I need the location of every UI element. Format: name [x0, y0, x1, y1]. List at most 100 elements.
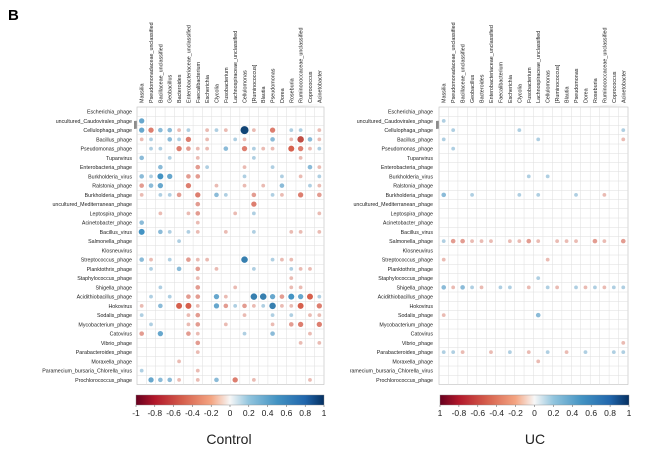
- correlation-dot: [195, 201, 201, 207]
- row-label: Leptospira_phage: [90, 211, 132, 217]
- colorbar-tick-label: 0.4: [566, 408, 578, 418]
- row-label: Catovirus: [110, 332, 133, 338]
- column-label: Fusobacterium: [527, 67, 533, 103]
- correlation-dot: [536, 239, 541, 244]
- colorbar: [439, 394, 630, 406]
- correlation-dot: [186, 211, 191, 216]
- correlation-dot: [574, 192, 578, 197]
- row-label: Sodalis_phage: [398, 313, 433, 319]
- correlation-dot: [298, 128, 303, 133]
- row-label: Tupanvirus: [106, 156, 132, 162]
- correlation-dot: [214, 183, 219, 188]
- correlation-dot: [233, 303, 238, 308]
- colorbar-tick-label: -0.8: [452, 408, 467, 418]
- column-label: Pseudomonas: [271, 68, 277, 103]
- row-label: Cellulophaga_phage: [384, 128, 433, 134]
- column-label: Clycolia: [214, 84, 220, 103]
- colorbar-tick-label: 0: [532, 408, 537, 418]
- correlation-dot: [307, 137, 313, 142]
- correlation-dot: [621, 350, 626, 355]
- correlation-dot: [535, 312, 541, 318]
- correlation-dot: [583, 350, 588, 355]
- correlation-dot: [233, 137, 238, 142]
- correlation-dot: [177, 137, 181, 142]
- correlation-dot: [214, 192, 219, 198]
- correlation-dot: [441, 239, 446, 244]
- column-label: Dorea: [280, 88, 286, 103]
- correlation-dot: [564, 350, 569, 355]
- column-label: Faecalibacterium: [498, 61, 504, 103]
- correlation-dot: [195, 211, 201, 216]
- row-label: uncultured_Mediterranean_phage: [353, 202, 433, 208]
- correlation-dot: [214, 377, 219, 383]
- correlation-dot: [139, 127, 145, 133]
- correlation-dot: [317, 313, 322, 318]
- correlation-dot: [233, 211, 238, 216]
- column-label: Escherichia: [508, 75, 514, 103]
- column-label: Bacillaceae_unclassified: [158, 44, 164, 103]
- heatmap-panel-control: Massilia Pseudomonadaceae_unclassified Bac…: [42, 22, 326, 447]
- correlation-dot: [307, 164, 313, 170]
- correlation-dot: [149, 322, 153, 327]
- correlation-dot: [297, 192, 304, 198]
- correlation-dot: [289, 137, 294, 142]
- correlation-dot: [195, 377, 200, 382]
- correlation-dot: [259, 293, 267, 300]
- correlation-dot: [297, 321, 304, 328]
- correlation-dot: [574, 285, 578, 290]
- correlation-dot: [592, 238, 598, 244]
- correlation-dot: [149, 174, 153, 179]
- correlation-dot: [289, 285, 294, 290]
- correlation-dot: [270, 257, 275, 262]
- row-label: Acidithiobacillus_phage: [378, 295, 433, 301]
- colorbar-tick-label: -0.2: [204, 408, 219, 418]
- column-label: Lachnospiraceae_unclassified: [536, 31, 542, 103]
- correlation-dot: [186, 294, 191, 299]
- column-label: Massilia: [140, 84, 146, 103]
- correlation-dot: [233, 285, 238, 290]
- correlation-dot: [195, 294, 201, 299]
- correlation-dot: [158, 285, 163, 290]
- column-label: Enterobacteriaceae_unclassified: [489, 25, 495, 103]
- correlation-dot: [308, 146, 312, 151]
- correlation-dot: [270, 322, 275, 327]
- correlation-dot: [441, 192, 447, 198]
- correlation-dot: [470, 239, 474, 244]
- correlation-dot: [139, 118, 145, 124]
- correlation-dot: [139, 155, 144, 161]
- correlation-dot: [149, 257, 153, 262]
- correlation-dot: [195, 322, 201, 327]
- correlation-dot: [241, 145, 248, 152]
- colorbar-tick-label: -0.2: [508, 408, 523, 418]
- correlation-dot: [316, 303, 322, 309]
- correlation-dot: [186, 128, 191, 133]
- correlation-dot: [269, 302, 276, 310]
- correlation-dot: [536, 137, 541, 142]
- correlation-dot: [289, 276, 294, 281]
- correlation-dot: [195, 368, 200, 373]
- correlation-dot: [517, 128, 522, 133]
- correlation-dot: [177, 377, 181, 382]
- correlation-dot: [289, 266, 294, 271]
- correlation-dot: [185, 182, 192, 189]
- colorbar-tick-label: 1: [627, 408, 632, 418]
- correlation-dot: [288, 145, 295, 152]
- correlation-dot: [214, 266, 219, 271]
- correlation-dot: [450, 238, 456, 244]
- colorbar-tick-label: 0: [228, 408, 233, 418]
- correlation-dot: [240, 126, 249, 135]
- correlation-dot: [297, 136, 304, 143]
- correlation-dot: [602, 192, 607, 197]
- row-label: Prochlorococcus_phage: [376, 378, 433, 384]
- correlation-dot: [620, 238, 626, 244]
- correlation-dot: [536, 192, 541, 197]
- correlation-dot: [289, 257, 294, 262]
- row-label: Escherichia_phage: [87, 110, 132, 116]
- correlation-dot: [451, 146, 456, 151]
- row-label: Salmonella_phage: [88, 239, 132, 245]
- correlation-dot: [242, 183, 247, 188]
- correlation-dot: [139, 303, 144, 308]
- colorbar-tick-label: 0.2: [243, 408, 255, 418]
- correlation-dot: [195, 303, 200, 308]
